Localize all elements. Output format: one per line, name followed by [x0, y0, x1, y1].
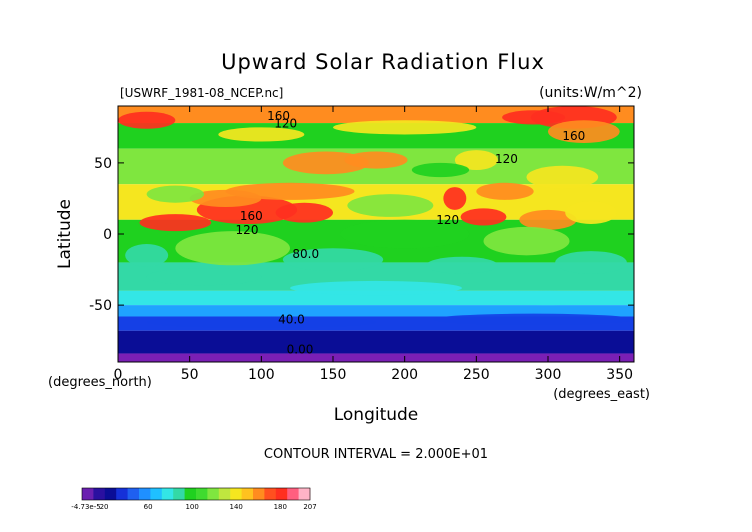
y-unit-label: (degrees_north)	[48, 375, 152, 390]
y-tick-label-0: 50	[94, 156, 112, 172]
blob-28	[555, 251, 627, 274]
colorbar-swatch-4	[127, 488, 140, 500]
colorbar-swatch-3	[116, 488, 129, 500]
contour-label-5: 120	[236, 223, 259, 237]
colorbar-swatch-16	[264, 488, 277, 500]
y-axis-label: Latitude	[55, 199, 75, 269]
blob-11	[139, 214, 212, 232]
y-tick-label-2: -50	[89, 298, 112, 314]
colorbar-swatch-14	[241, 488, 254, 500]
contour-label-0: 160	[267, 109, 290, 123]
blob-0	[118, 111, 176, 129]
blob-18	[519, 209, 577, 230]
blob-3	[548, 120, 620, 143]
colorbar-tick-label-4: 140	[230, 503, 243, 511]
blob-33	[146, 316, 376, 328]
blob-17	[460, 208, 507, 226]
colorbar-tick-label-2: 60	[144, 503, 153, 511]
x-tick-label-0: 0	[114, 367, 123, 383]
chart-title: Upward Solar Radiation Flux	[221, 50, 545, 74]
colorbar-swatch-19	[298, 488, 311, 500]
colorbar-swatch-8	[173, 488, 186, 500]
blob-34	[433, 313, 634, 326]
x-tick-label-4: 200	[391, 367, 418, 383]
blob-13	[275, 202, 334, 223]
blob-15	[189, 189, 262, 207]
contour-label-7: 80.0	[292, 247, 319, 261]
colorbar-swatch-2	[104, 488, 117, 500]
blob-24	[175, 231, 290, 266]
contour-label-1: 120	[274, 116, 297, 130]
contour-label-2: 160	[562, 129, 585, 143]
x-tick-label-6: 300	[535, 367, 562, 383]
colorbar-swatch-6	[150, 488, 163, 500]
colorbar-tick-label-5: 180	[274, 503, 287, 511]
x-tick-label-1: 50	[181, 367, 199, 383]
colorbar-swatch-18	[287, 488, 300, 500]
blob-31	[290, 280, 462, 296]
blob-23	[340, 219, 470, 249]
x-unit-label: (degrees_east)	[553, 387, 650, 402]
x-tick-label-5: 250	[463, 367, 490, 383]
colorbar-swatch-13	[230, 488, 243, 500]
blob-4	[333, 120, 477, 135]
blob-5	[218, 127, 305, 142]
lat-band-7	[118, 305, 634, 317]
y-axis: 50 0 -50	[89, 156, 634, 314]
contour-label-8: 40.0	[278, 313, 305, 327]
blob-19	[565, 201, 617, 225]
blob-21	[347, 194, 434, 217]
blob-27	[282, 248, 384, 271]
colorbar-swatch-7	[161, 488, 174, 500]
colorbar-swatch-15	[253, 488, 265, 500]
x-axis-label: Longitude	[334, 405, 419, 425]
blob-22	[146, 185, 204, 203]
colorbar-tick-label-3: 100	[185, 503, 198, 511]
plot-area	[118, 106, 634, 362]
colorbar-swatch-9	[184, 488, 197, 500]
colorbar-swatch-1	[93, 488, 106, 500]
blob-25	[483, 226, 570, 256]
contour-interval-label: CONTOUR INTERVAL = 2.000E+01	[264, 447, 488, 462]
blob-8	[454, 150, 498, 171]
contour-label-9: 0.00	[287, 342, 314, 356]
blob-30	[146, 268, 262, 286]
x-tick-label-3: 150	[320, 367, 347, 383]
colorbar-swatch-11	[207, 488, 220, 500]
blob-20	[476, 182, 534, 200]
colorbar-tick-label-0: -4.73e-5	[71, 503, 100, 511]
contour-label-4: 160	[240, 209, 263, 223]
colorbar-swatch-17	[275, 488, 288, 500]
colorbar-frame	[81, 487, 311, 501]
x-tick-label-7: 350	[606, 367, 633, 383]
contour-label-3: 120	[495, 152, 518, 166]
blob-26	[125, 243, 169, 267]
x-axis: 0 50 100 150 200 250 300 350	[114, 106, 633, 383]
blob-7	[344, 151, 408, 169]
colorbar: -4.73e-520 60 100 140 180 207	[71, 487, 317, 511]
file-label: [USWRF_1981-08_NCEP.nc]	[120, 86, 283, 100]
colorbar-tick-label-6: 207	[303, 503, 316, 511]
lat-band-10	[118, 353, 634, 362]
colorbar-swatch-0	[82, 488, 94, 500]
blob-29	[426, 256, 498, 274]
blob-10	[411, 162, 470, 178]
blob-16	[443, 187, 467, 210]
units-label: (units:W/m^2)	[539, 85, 642, 101]
blob-9	[526, 165, 599, 189]
colorbar-tick-label-1: 20	[100, 503, 109, 511]
y-tick-label-1: 0	[103, 227, 112, 243]
lat-band-9	[118, 330, 634, 354]
x-tick-label-2: 100	[248, 367, 275, 383]
blob-32	[490, 290, 606, 306]
colorbar-swatch-5	[139, 488, 151, 500]
contour-label-6: 120	[436, 213, 459, 227]
colorbar-swatch-12	[218, 488, 231, 500]
colorbar-swatch-10	[196, 488, 208, 500]
